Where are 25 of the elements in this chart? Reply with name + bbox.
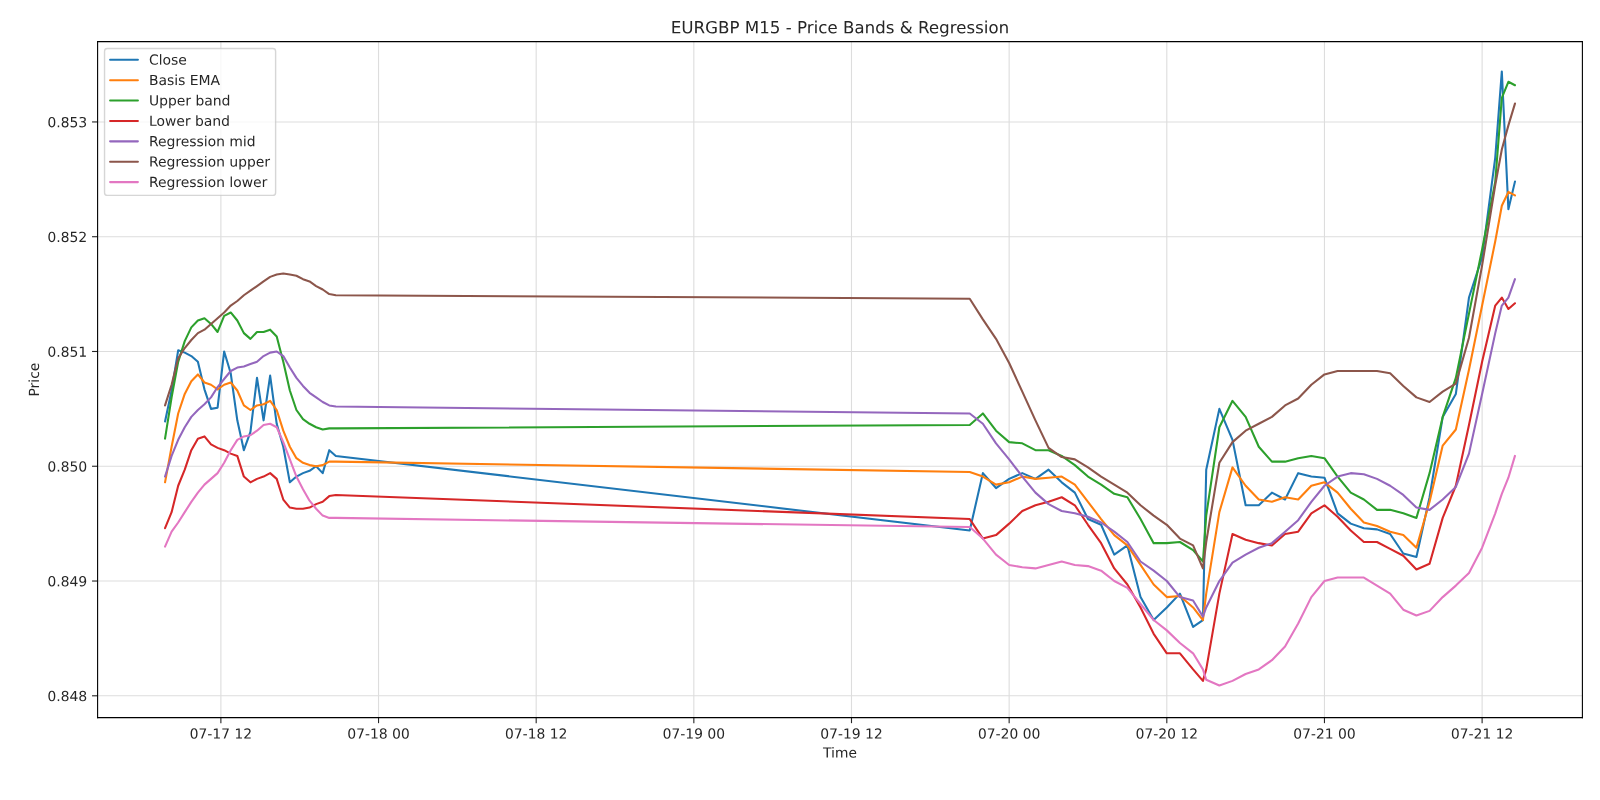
- x-tick-label: 07-19 12: [821, 728, 882, 739]
- legend-label: Regression upper: [150, 156, 271, 170]
- legend-label: Regression mid: [150, 135, 255, 150]
- x-tick-label: 07-17 12: [190, 728, 251, 739]
- y-tick-label: 0.853: [48, 116, 87, 128]
- x-tick-label: 07-20 12: [1136, 728, 1197, 739]
- x-tick-label: 07-20 00: [978, 728, 1040, 739]
- x-tick-label: 07-18 12: [505, 728, 567, 739]
- y-tick-label: 0.848: [48, 690, 87, 702]
- y-axis-title: Price: [28, 363, 40, 396]
- chart-title: EURGBP M15 - Price Bands & Regression: [672, 20, 1008, 37]
- x-tick-label: 07-18 00: [348, 728, 409, 739]
- legend-label: Close: [149, 54, 187, 65]
- y-tick-label: 0.851: [48, 346, 86, 357]
- legend-label: Basis EMA: [150, 74, 220, 86]
- legend-label: Regression lower: [150, 176, 268, 190]
- y-tick-label: 0.850: [48, 461, 87, 472]
- x-tick-label: 07-21 12: [1451, 728, 1512, 739]
- x-axis-title: Time: [822, 747, 857, 758]
- x-tick-label: 07-19 00: [663, 728, 725, 739]
- legend-label: Lower band: [150, 115, 229, 127]
- y-tick-label: 0.852: [48, 231, 86, 243]
- y-tick-label: 0.849: [48, 575, 87, 587]
- legend-label: Upper band: [150, 94, 230, 109]
- x-tick-label: 07-21 00: [1294, 728, 1355, 739]
